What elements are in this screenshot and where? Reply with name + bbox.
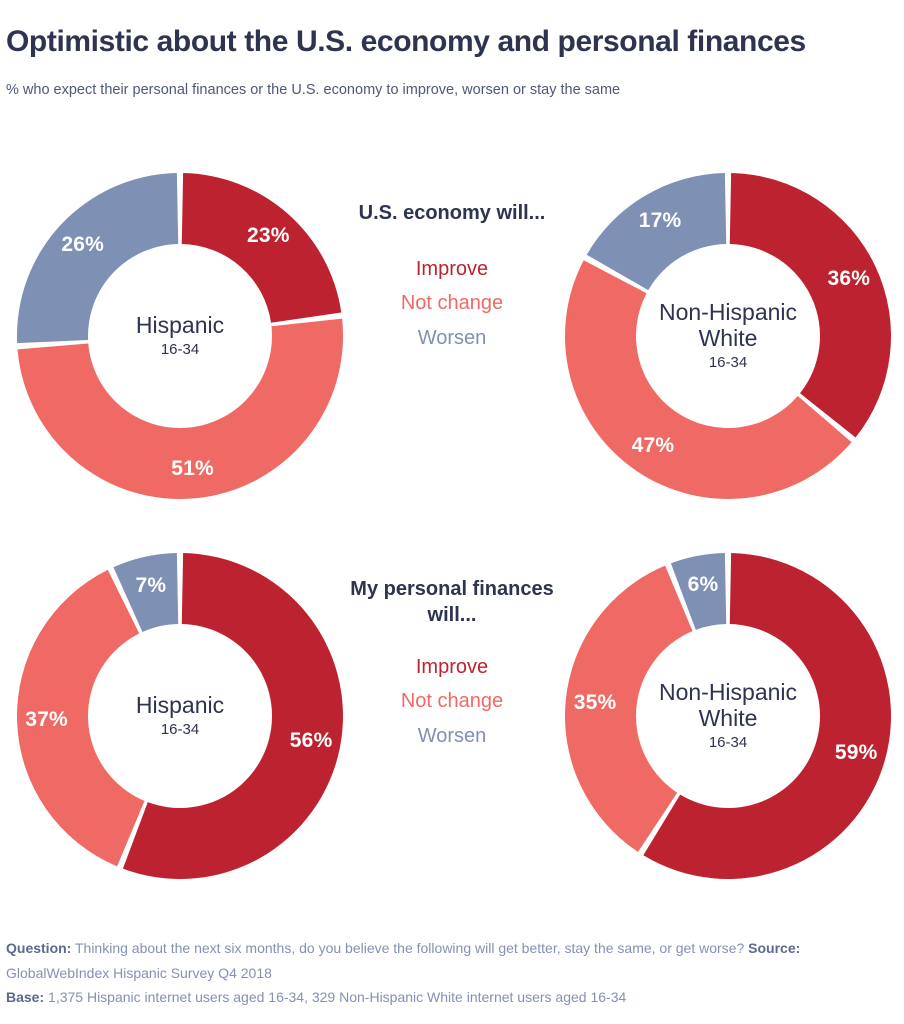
slice-value-label: 51% bbox=[171, 456, 214, 480]
slice-value-label: 7% bbox=[135, 573, 167, 597]
slice-value-label: 23% bbox=[246, 223, 290, 247]
chart-footnote: Question: Thinking about the next six mo… bbox=[6, 936, 896, 1010]
footnote-question-source: Question: Thinking about the next six mo… bbox=[6, 936, 896, 985]
donut-slice-worsen[interactable] bbox=[670, 553, 727, 630]
legend-item-improve[interactable]: Improve bbox=[415, 656, 489, 678]
donut-chart-finances-hispanic: Hispanic 16-34 56% 37% 7% bbox=[10, 546, 350, 886]
donut-slice-not-change[interactable] bbox=[17, 318, 344, 500]
footnote-source-label: Source: bbox=[748, 940, 801, 956]
donut-ring bbox=[10, 166, 350, 506]
panel-personal-finances: Hispanic 16-34 56% 37% 7% My personal fina… bbox=[0, 538, 904, 918]
footnote-base-label: Base: bbox=[6, 989, 45, 1005]
slice-value-label: 6% bbox=[687, 572, 719, 596]
slice-value-label: 47% bbox=[631, 434, 675, 458]
donut-ring bbox=[558, 166, 898, 506]
legend-item-worsen[interactable]: Worsen bbox=[417, 326, 487, 349]
footnote-question-label: Question: bbox=[6, 940, 72, 956]
donut-slice-improve[interactable] bbox=[181, 173, 342, 323]
footnote-source-text: GlobalWebIndex Hispanic Survey Q4 2018 bbox=[6, 964, 272, 981]
footnote-base-text: 1,375 Hispanic internet users aged 16-34… bbox=[44, 989, 627, 1005]
legend-personal-finances: My personal finances will... Improve Not… bbox=[340, 576, 564, 753]
slice-value-label: 17% bbox=[638, 209, 682, 233]
legend-item-improve[interactable]: Improve bbox=[415, 258, 489, 280]
donut-slice-worsen[interactable] bbox=[113, 553, 179, 633]
donut-chart-grid: Hispanic 16-34 23% 51% 26% U.S. economy wi… bbox=[0, 158, 904, 918]
donut-slice-improve[interactable] bbox=[122, 553, 344, 879]
donut-slice-worsen[interactable] bbox=[17, 173, 179, 344]
slice-value-label: 35% bbox=[573, 691, 617, 715]
page-title: Optimistic about the U.S. economy and pe… bbox=[6, 25, 806, 58]
legend-heading: U.S. economy will... bbox=[358, 202, 546, 224]
legend-heading: My personal finances will... bbox=[350, 578, 554, 626]
chart-header: Optimistic about the U.S. economy and pe… bbox=[0, 0, 904, 99]
donut-slice-worsen[interactable] bbox=[586, 173, 727, 291]
donut-slice-not-change[interactable] bbox=[565, 565, 693, 852]
slice-value-label: 59% bbox=[834, 741, 878, 765]
legend-us-economy: U.S. economy will... Improve Not change … bbox=[340, 200, 564, 355]
slice-value-label: 56% bbox=[289, 729, 333, 752]
donut-chart-economy-hispanic: Hispanic 16-34 23% 51% 26% bbox=[10, 166, 350, 506]
slice-value-label: 37% bbox=[25, 708, 68, 732]
donut-slice-improve[interactable] bbox=[729, 173, 891, 438]
chart-subtitle: % who expect their personal finances or … bbox=[6, 81, 621, 98]
legend-item-not-change[interactable]: Not change bbox=[400, 292, 504, 315]
panel-us-economy: Hispanic 16-34 23% 51% 26% U.S. economy wi… bbox=[0, 158, 904, 538]
legend-item-not-change[interactable]: Not change bbox=[400, 690, 504, 713]
donut-ring bbox=[558, 546, 898, 886]
donut-slice-not-change[interactable] bbox=[565, 260, 852, 499]
donut-chart-finances-non-hispanic-white: Non-Hispanic White 16-34 59% 35% 6% bbox=[558, 546, 898, 886]
slice-value-label: 26% bbox=[61, 232, 104, 256]
footnote-question-text: Thinking about the next six months, do y… bbox=[71, 940, 749, 956]
slice-value-label: 36% bbox=[827, 267, 871, 291]
donut-ring bbox=[10, 546, 350, 886]
donut-chart-economy-non-hispanic-white: Non-Hispanic White 16-34 36% 47% 17% bbox=[558, 166, 898, 506]
donut-slice-improve[interactable] bbox=[643, 553, 891, 879]
footnote-base: Base: 1,375 Hispanic internet users aged… bbox=[6, 985, 896, 1010]
donut-slice-not-change[interactable] bbox=[16, 569, 145, 867]
legend-item-worsen[interactable]: Worsen bbox=[417, 724, 487, 747]
